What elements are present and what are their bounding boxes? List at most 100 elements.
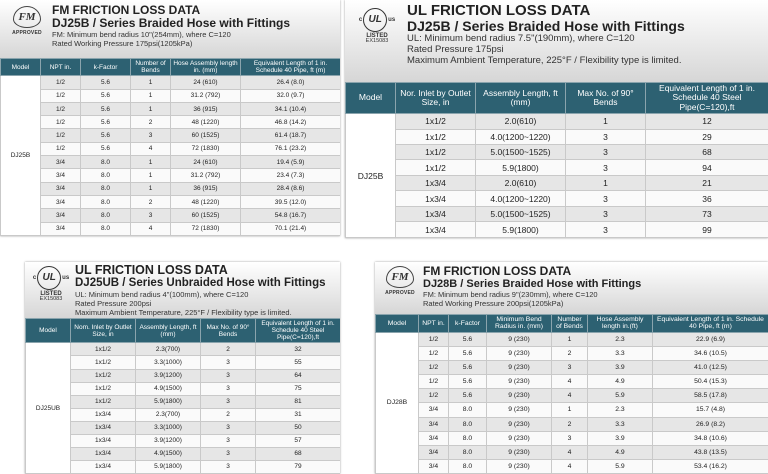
table-cell: 2 <box>130 115 171 130</box>
table-row: 3/4 8.0 3 60 (1525) 54.8 (16.7) <box>1 208 340 223</box>
table-cell: 32 <box>255 342 340 357</box>
table-row: 1x3/4 3.3(1000) 3 50 <box>26 420 340 435</box>
table-cell: 1 <box>565 174 646 192</box>
table-row: 1/2 5.6 9 (230) 3 3.9 41.0 (12.5) <box>376 360 768 376</box>
table-cell: 3 <box>565 190 646 207</box>
note: UL: Minimum bend radius 7.5"(190mm), whe… <box>407 33 635 45</box>
table-cell: 31 <box>255 407 340 422</box>
table-cell: 5.0(1500~1525) <box>475 143 566 161</box>
table-cell: 1x3/4 <box>70 433 136 448</box>
column-header: Model <box>375 314 419 333</box>
table-cell: 3/4 <box>418 444 449 460</box>
table-cell: 5.9(1800) <box>475 159 566 176</box>
ul-listed: LISTED <box>366 33 388 39</box>
model-cell: DJ25B <box>0 75 41 236</box>
table-cell: 9 (230) <box>486 430 552 446</box>
table-cell: 1 <box>130 155 171 170</box>
table-cell: 32.0 (9.7) <box>240 88 340 103</box>
table-cell: 1/2 <box>418 360 449 376</box>
table-cell: 3/4 <box>40 168 81 183</box>
table-cell: 8.0 <box>80 208 131 223</box>
column-header: Hose Assembly length in.(ft) <box>587 314 653 333</box>
table-row: 1/2 5.6 9 (230) 4 5.9 58.5 (17.8) <box>376 388 768 404</box>
table-cell: 60 (1525) <box>170 128 241 143</box>
header-row: Model NPT in. k-Factor Number of Bends Hose … <box>0 57 340 77</box>
column-header: Max No. of 90° Bends <box>565 81 646 115</box>
table-cell: 1x1/2 <box>70 342 136 357</box>
table-cell: 5.6 <box>80 88 131 103</box>
table-cell: 53.4 (16.2) <box>652 458 768 474</box>
panel-subtitle: DJ25B / Series Braided Hose with Fitting… <box>52 15 291 30</box>
table-cell: 19.4 (5.9) <box>240 155 340 170</box>
data-panel: c UL us LISTED EX15083 UL FRICTION LOSS DATA D… <box>345 0 768 238</box>
table-cell: 1/2 <box>40 75 81 90</box>
table-cell: 48 (1220) <box>170 194 241 210</box>
table-cell: 1x1/2 <box>70 381 136 396</box>
table-cell: 1x1/2 <box>395 143 476 161</box>
table-cell: 5.9(1800) <box>475 221 566 238</box>
table-cell: 4 <box>551 374 588 390</box>
table-cell: 9 (230) <box>486 388 552 404</box>
table-cell: 4.9(1500) <box>135 381 201 396</box>
table-cell: 9 (230) <box>486 444 552 460</box>
panel-title: UL FRICTION LOSS DATA <box>407 2 591 19</box>
table-body: DJ28B 1/2 5.6 9 (230) 1 2.3 22.9 (6.9) 1/2 5.6 9 … <box>375 331 768 474</box>
table-row: 1/2 5.6 9 (230) 4 4.9 50.4 (15.3) <box>376 374 768 390</box>
column-header: Number of Bends <box>551 314 588 333</box>
table-cell: 5.0(1500~1525) <box>475 205 566 223</box>
data-panel: c UL us LISTED EX15083 UL FRICTION LOSS DATA D… <box>25 262 340 474</box>
table-cell: 8.0 <box>80 221 131 236</box>
table-row: 3/4 8.0 9 (230) 2 3.3 26.9 (8.2) <box>376 416 768 432</box>
table-cell: 2 <box>200 342 256 357</box>
table-head: Model Nor. Inlet by Outlet Size, in Assemb… <box>345 81 768 115</box>
table-cell: 5.6 <box>448 360 487 376</box>
panel-subtitle: DJ25B / Series Braided Hose with Fitting… <box>407 17 685 34</box>
note: UL: Minimum bend radius 4"(100mm), where… <box>75 289 249 299</box>
table-cell: 50.4 (15.3) <box>652 374 768 390</box>
table-cell: 5.6 <box>448 388 487 404</box>
table-cell: 1x1/2 <box>395 113 476 130</box>
table-cell: 3.9(1200) <box>135 368 201 383</box>
table-cell: 8.0 <box>80 168 131 183</box>
table-cell: 1 <box>130 168 171 183</box>
panel-subtitle: DJ25UB / Series Unbraided Hose with Fitt… <box>75 277 326 290</box>
table-cell: 4 <box>130 141 171 157</box>
fm-logo: FM APPROVED <box>8 6 46 36</box>
table-row: 1x1/2 5.9(1800) 3 81 <box>26 394 340 409</box>
column-header: Model <box>345 81 396 115</box>
table-cell: 9 (230) <box>486 416 552 432</box>
table-row: 1x3/4 5.9(1800) 3 99 <box>346 221 768 238</box>
fm-mark: FM <box>386 266 414 288</box>
table-cell: 76.1 (23.2) <box>240 141 340 157</box>
table-row: 1x3/4 4.0(1200~1220) 3 36 <box>346 190 768 207</box>
column-header: Equivalent Length of 1 in. Schedule 40 P… <box>652 314 768 333</box>
table-cell: 1x1/2 <box>395 159 476 176</box>
table-cell: 36 (915) <box>170 181 241 196</box>
column-header: Equivalent Length of 1 in. Schedule 40 P… <box>240 57 340 77</box>
table-cell: 31.2 (792) <box>170 88 241 103</box>
table-cell: 72 (1830) <box>170 141 241 157</box>
table-cell: 4 <box>551 388 588 404</box>
column-header: Max No. of 90° Bends <box>200 317 256 344</box>
table-cell: 1x3/4 <box>70 407 136 422</box>
table-cell: 2 <box>200 407 256 422</box>
table-cell: 1x3/4 <box>395 174 476 192</box>
table-cell: 72 (1830) <box>170 221 241 236</box>
table-cell: 3 <box>200 355 256 370</box>
table-row: DJ25UB 1x1/2 2.3(700) 2 32 <box>25 342 340 474</box>
fm-approved: APPROVED <box>385 290 415 296</box>
note: Maximum Ambient Temperature, 225°F / Fle… <box>75 307 292 317</box>
table-cell: 39.5 (12.0) <box>240 194 340 210</box>
table-cell: 8.0 <box>80 181 131 196</box>
table-row: 1x3/4 5.9(1800) 3 79 <box>26 459 340 474</box>
panel-title: UL FRICTION LOSS DATA <box>75 263 228 277</box>
note: Rated Pressure 175psi <box>407 44 504 56</box>
table-cell: 3 <box>130 208 171 223</box>
table-cell: 34.1 (10.4) <box>240 101 340 117</box>
table-cell: 94 <box>645 159 768 176</box>
panel-header: FM APPROVED FM FRICTION LOSS DATA DJ25B / S… <box>0 0 340 58</box>
table-row: 3/4 8.0 9 (230) 4 4.9 43.8 (13.5) <box>376 444 768 460</box>
table-cell: 3 <box>200 433 256 448</box>
table-cell: 2 <box>551 416 588 432</box>
header-row: Model Nom. Inlet by Outlet Size, in Assemb… <box>25 317 340 344</box>
